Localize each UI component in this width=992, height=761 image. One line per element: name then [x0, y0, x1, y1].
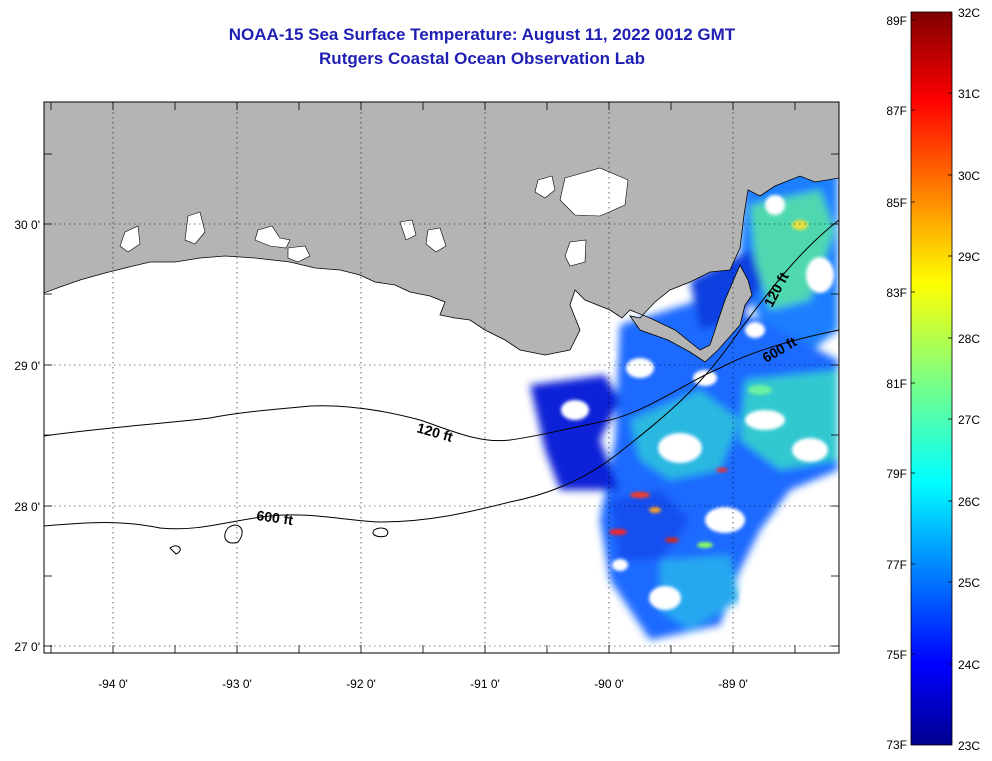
sst-data-swath	[530, 158, 838, 640]
colorbar-c-23: 23C	[958, 739, 980, 753]
temperature-colorbar: 89F 87F 85F 83F 81F 79F 77F 75F 73F 32C …	[886, 6, 980, 753]
colorbar-c-31: 31C	[958, 87, 980, 101]
graticule	[44, 102, 839, 653]
colorbar-f-73: 73F	[886, 738, 907, 752]
colorbar-c-24: 24C	[958, 658, 980, 672]
latitude-labels: 30 0' 29 0' 28 0' 27 0'	[14, 218, 40, 654]
colorbar-ticks	[911, 19, 952, 665]
contour-label-120ft: 120 ft	[415, 420, 455, 446]
colorbar-f-87: 87F	[886, 104, 907, 118]
colorbar-c-25: 25C	[958, 576, 980, 590]
lon-label-89: -89 0'	[718, 677, 748, 691]
colorbar-f-77: 77F	[886, 558, 907, 572]
map-subtitle: Rutgers Coastal Ocean Observation Lab	[319, 49, 645, 68]
lon-label-94: -94 0'	[98, 677, 128, 691]
colorbar-c-28: 28C	[958, 332, 980, 346]
colorbar-f-89: 89F	[886, 14, 907, 28]
colorbar-f-83: 83F	[886, 286, 907, 300]
map-frame	[43, 101, 840, 654]
lon-label-91: -91 0'	[470, 677, 500, 691]
colorbar-c-26: 26C	[958, 495, 980, 509]
lat-label-29: 29 0'	[14, 359, 40, 373]
lon-label-90: -90 0'	[594, 677, 624, 691]
colorbar-c-32: 32C	[958, 6, 980, 20]
colorbar-f-85: 85F	[886, 196, 907, 210]
isobath-lines	[44, 219, 839, 555]
colorbar-f-81: 81F	[886, 377, 907, 391]
colorbar-c-30: 30C	[958, 169, 980, 183]
colorbar-gradient	[910, 11, 953, 746]
colorbar-f-79: 79F	[886, 467, 907, 481]
longitude-labels: -94 0' -93 0' -92 0' -91 0' -90 0' -89 0…	[98, 677, 748, 691]
lon-label-93: -93 0'	[222, 677, 252, 691]
lat-label-30: 30 0'	[14, 218, 40, 232]
map-title: NOAA-15 Sea Surface Temperature: August …	[228, 25, 736, 44]
lat-label-27: 27 0'	[14, 640, 40, 654]
colorbar-c-29: 29C	[958, 250, 980, 264]
lon-label-92: -92 0'	[346, 677, 376, 691]
colorbar-f-75: 75F	[886, 648, 907, 662]
lakes	[119, 167, 629, 267]
lat-label-28: 28 0'	[14, 500, 40, 514]
contour-label-600ft: 600 ft	[256, 507, 295, 528]
colorbar-c-27: 27C	[958, 413, 980, 427]
axis-ticks	[44, 102, 839, 653]
